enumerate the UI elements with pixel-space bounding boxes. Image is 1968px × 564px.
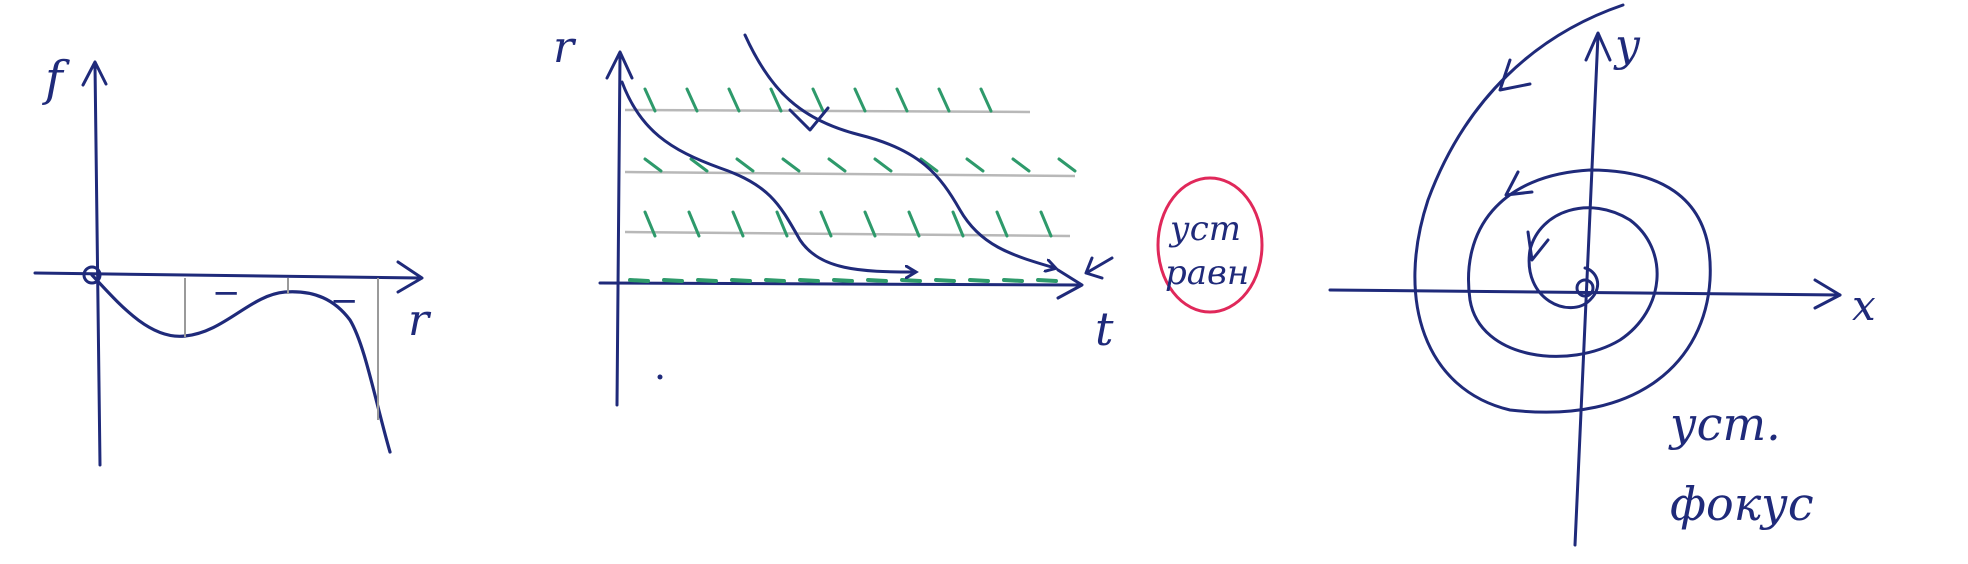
equilibrium-note-circle xyxy=(1156,176,1264,314)
slope-mark-r3-10 xyxy=(1039,210,1053,238)
slope-mark-r3-4 xyxy=(775,210,789,238)
left-x-arrowhead xyxy=(396,260,424,294)
slope-mark-r2-3 xyxy=(735,157,755,173)
slope-marks-group xyxy=(628,87,1077,283)
equilibrium-dash-3 xyxy=(696,278,718,283)
middle-t-axis-label: t xyxy=(1095,302,1114,356)
isocline-line-2 xyxy=(624,170,1076,178)
stray-dot xyxy=(657,374,663,380)
left-sign-mark-1: − xyxy=(212,273,241,313)
equilibrium-dash-11 xyxy=(968,278,990,283)
slope-mark-r1-1 xyxy=(643,87,657,113)
middle-r-axis-label: r xyxy=(553,22,577,73)
equilibrium-dash-6 xyxy=(798,278,820,283)
slope-mark-r3-2 xyxy=(687,210,701,238)
slope-mark-r1-3 xyxy=(727,87,741,113)
slope-mark-r1-9 xyxy=(979,87,993,113)
slope-mark-r1-6 xyxy=(853,87,867,113)
slope-mark-r1-2 xyxy=(685,87,699,113)
middle-r-axis xyxy=(615,53,622,407)
isocline-line-1 xyxy=(624,108,1031,114)
equilibrium-dash-5 xyxy=(764,278,786,283)
slope-mark-r1-8 xyxy=(937,87,951,113)
focus-note-line-1: уст. xyxy=(1668,397,1781,451)
slope-mark-r1-5 xyxy=(811,87,825,113)
panel-right-phase-portrait: x y уст. фокус xyxy=(1328,3,1876,547)
middle-t-axis xyxy=(598,281,1082,287)
curve-2-flow-arrow xyxy=(788,106,830,132)
equilibrium-dash-13 xyxy=(1036,278,1058,283)
equilibrium-note-line-2: равн xyxy=(1165,253,1249,293)
equilibrium-dash-7 xyxy=(832,278,854,283)
slope-mark-r2-4 xyxy=(781,157,801,173)
slope-mark-r2-10 xyxy=(1057,157,1077,173)
slope-mark-r3-9 xyxy=(995,210,1009,238)
right-y-axis-label: y xyxy=(1613,20,1641,71)
slope-mark-r1-4 xyxy=(769,87,783,113)
left-sign-mark-2: − xyxy=(330,281,359,321)
slope-mark-r2-8 xyxy=(965,157,985,173)
left-y-axis-label: f xyxy=(42,51,70,107)
solution-curve-1 xyxy=(620,80,915,272)
slope-mark-r2-2 xyxy=(689,157,709,173)
panel-left-function-plot: − − f r xyxy=(33,51,432,467)
equilibrium-dash-10 xyxy=(934,278,956,283)
spiral-arrow-middle xyxy=(1504,170,1534,197)
left-fixed-point xyxy=(82,265,102,285)
right-x-arrowhead xyxy=(1813,278,1842,310)
slope-mark-r3-7 xyxy=(907,210,921,238)
middle-t-arrowhead xyxy=(1056,268,1084,300)
spiral-arrow-outer xyxy=(1498,58,1532,92)
right-x-axis-label: x xyxy=(1852,281,1876,330)
spiral-arrow-inner xyxy=(1526,230,1550,262)
equilibrium-dash-8 xyxy=(866,278,888,283)
equilibrium-dash-12 xyxy=(1002,278,1024,283)
equilibrium-dash-1 xyxy=(628,278,650,283)
left-x-axis-label: r xyxy=(408,295,432,346)
right-y-arrowhead xyxy=(1584,31,1612,62)
spiral-trajectory xyxy=(1413,3,1712,414)
slope-mark-r3-1 xyxy=(643,210,657,238)
panel-middle-slope-field: r t уст равн xyxy=(553,22,1264,407)
slope-mark-r3-5 xyxy=(819,210,833,238)
slope-mark-r3-6 xyxy=(863,210,877,238)
slope-mark-r2-6 xyxy=(873,157,893,173)
left-function-curve xyxy=(90,273,392,454)
slope-mark-r2-5 xyxy=(827,157,847,173)
left-y-axis xyxy=(93,63,102,467)
slope-mark-r3-3 xyxy=(731,210,745,238)
slope-mark-r3-8 xyxy=(951,210,965,238)
slope-mark-r2-1 xyxy=(643,157,663,173)
right-y-axis xyxy=(1573,33,1600,547)
equilibrium-dash-9 xyxy=(900,278,922,283)
slope-mark-r1-7 xyxy=(895,87,909,113)
equilibrium-dash-2 xyxy=(662,278,684,283)
equilibrium-pointer-head xyxy=(1084,256,1104,280)
slope-mark-r2-7 xyxy=(919,157,939,173)
equilibrium-pointer-line xyxy=(1086,256,1114,274)
middle-r-arrowhead xyxy=(605,50,634,80)
slope-mark-r2-9 xyxy=(1011,157,1031,173)
isocline-line-3 xyxy=(624,230,1071,238)
left-y-arrowhead xyxy=(81,60,108,87)
solution-curve-2 xyxy=(743,33,1055,268)
equilibrium-dash-4 xyxy=(730,278,752,283)
spiral-focus-point xyxy=(1575,278,1595,298)
focus-note-line-2: фокус xyxy=(1670,477,1814,531)
equilibrium-note-line-1: уст xyxy=(1168,209,1241,249)
